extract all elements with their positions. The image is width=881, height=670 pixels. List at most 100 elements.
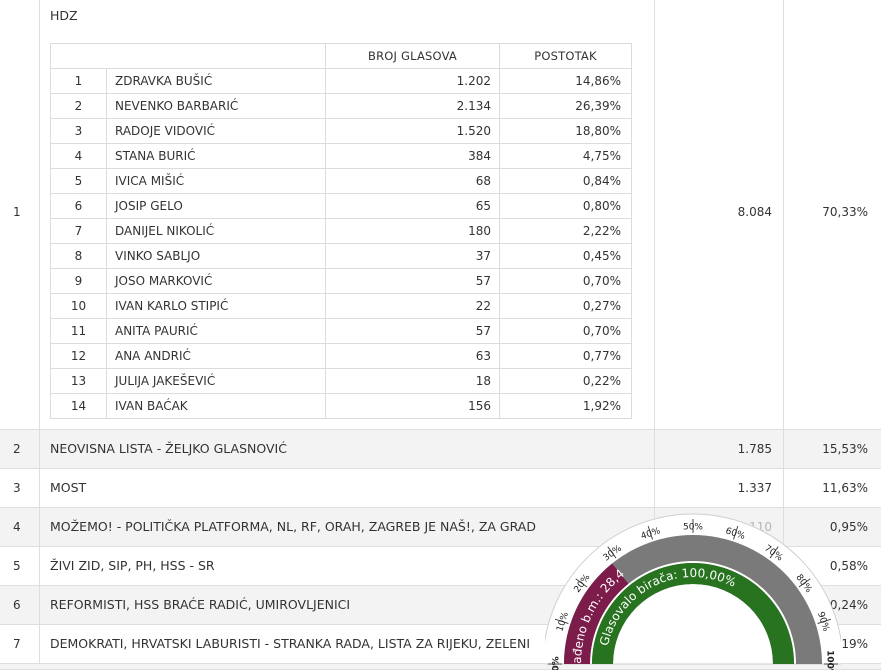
- candidate-row: 7 DANIJEL NIKOLIĆ 180 2,22%: [50, 218, 632, 244]
- candidates-body: 1 ZDRAVKA BUŠIĆ 1.202 14,86% 2 NEVENKO BARBAR…: [50, 68, 632, 419]
- gauge-tick: [798, 578, 811, 588]
- candidate-row: 10 IVAN KARLO STIPIĆ 22 0,27%: [50, 293, 632, 319]
- candidate-number: 12: [50, 343, 107, 369]
- candidate-votes: 68: [325, 168, 500, 194]
- candidate-name: JOSO MARKOVIĆ: [106, 268, 326, 294]
- candidate-row: 6 JOSIP GELO 65 0,80%: [50, 193, 632, 219]
- candidate-votes: 57: [325, 268, 500, 294]
- candidate-row: 12 ANA ANDRIĆ 63 0,77%: [50, 343, 632, 369]
- header-percentage: POSTOTAK: [499, 43, 632, 69]
- candidate-percentage: 26,39%: [499, 93, 632, 119]
- party-votes: 8.084: [737, 205, 772, 219]
- candidate-number: 2: [50, 93, 107, 119]
- party-percentage: 11,63%: [822, 481, 868, 495]
- candidate-percentage: 1,92%: [499, 393, 632, 419]
- candidate-number: 10: [50, 293, 107, 319]
- candidate-percentage: 4,75%: [499, 143, 632, 169]
- candidate-row: 4 STANA BURIĆ 384 4,75%: [50, 143, 632, 169]
- candidate-row: 2 NEVENKO BARBARIĆ 2.134 26,39%: [50, 93, 632, 119]
- gauge-tick: [554, 618, 569, 624]
- candidate-name: ANA ANDRIĆ: [106, 343, 326, 369]
- candidate-percentage: 0,45%: [499, 243, 632, 269]
- candidate-number: 8: [50, 243, 107, 269]
- party-votes: 1.337: [737, 481, 772, 495]
- party-name: NEOVISNA LISTA - ŽELJKO GLASNOVIĆ: [50, 441, 287, 456]
- party-row-3: 3 MOST 1.337 11,63%: [0, 469, 881, 508]
- party-percentage: 0,58%: [829, 559, 868, 573]
- party-name: MOŽEMO! - POLITIČKA PLATFORMA, NL, RF, O…: [50, 519, 536, 534]
- candidate-votes: 22: [325, 293, 500, 319]
- candidate-name: VINKO SABLJO: [106, 243, 326, 269]
- candidate-percentage: 0,80%: [499, 193, 632, 219]
- candidate-row: 5 IVICA MIŠIĆ 68 0,84%: [50, 168, 632, 194]
- candidate-percentage: 0,70%: [499, 268, 632, 294]
- candidate-percentage: 0,77%: [499, 343, 632, 369]
- candidate-number: 11: [50, 318, 107, 344]
- candidate-row: 8 VINKO SABLJO 37 0,45%: [50, 243, 632, 269]
- candidate-number: 1: [50, 68, 107, 94]
- party-number: 2: [13, 442, 21, 456]
- gauge-tick: [733, 525, 739, 540]
- gauge-tick: [817, 618, 832, 624]
- party-name: HDZ: [50, 8, 78, 23]
- candidate-percentage: 2,22%: [499, 218, 632, 244]
- gauge-tick: [575, 578, 588, 588]
- candidate-row: 3 RADOJE VIDOVIĆ 1.520 18,80%: [50, 118, 632, 144]
- candidate-number: 4: [50, 143, 107, 169]
- party-number: 6: [13, 598, 21, 612]
- turnout-gauge: 0%10%20%30%40%50%60%70%80%90%100% Obrađe…: [545, 501, 841, 670]
- candidate-name: RADOJE VIDOVIĆ: [106, 118, 326, 144]
- candidate-row: 14 IVAN BAĆAK 156 1,92%: [50, 393, 632, 419]
- party-number: 1: [13, 205, 21, 219]
- candidate-votes: 57: [325, 318, 500, 344]
- candidate-number: 14: [50, 393, 107, 419]
- candidate-votes: 63: [325, 343, 500, 369]
- candidate-percentage: 0,22%: [499, 368, 632, 394]
- candidate-votes: 180: [325, 218, 500, 244]
- candidate-votes: 1.202: [325, 68, 500, 94]
- party-number: 4: [13, 520, 21, 534]
- candidate-number: 9: [50, 268, 107, 294]
- candidate-votes: 2.134: [325, 93, 500, 119]
- candidate-percentage: 14,86%: [499, 68, 632, 94]
- candidate-row: 9 JOSO MARKOVIĆ 57 0,70%: [50, 268, 632, 294]
- candidate-percentage: 0,84%: [499, 168, 632, 194]
- candidates-header-row: BROJ GLASOVA POSTOTAK: [50, 43, 632, 69]
- candidate-votes: 37: [325, 243, 500, 269]
- header-blank: [50, 43, 326, 69]
- candidate-votes: 384: [325, 143, 500, 169]
- gauge-tick-label: 50%: [683, 523, 703, 533]
- candidate-number: 6: [50, 193, 107, 219]
- candidate-name: IVAN BAĆAK: [106, 393, 326, 419]
- header-votes: BROJ GLASOVA: [325, 43, 500, 69]
- candidate-row: 1 ZDRAVKA BUŠIĆ 1.202 14,86%: [50, 68, 632, 94]
- candidate-votes: 65: [325, 193, 500, 219]
- gauge-tick-label: 100%: [825, 650, 835, 670]
- candidate-name: IVAN KARLO STIPIĆ: [106, 293, 326, 319]
- gauge-turnout-fill: [592, 563, 794, 664]
- gauge-outer-track: [564, 535, 822, 664]
- candidate-number: 13: [50, 368, 107, 394]
- candidate-votes: 18: [325, 368, 500, 394]
- candidate-percentage: 0,70%: [499, 318, 632, 344]
- candidate-percentage: 0,27%: [499, 293, 632, 319]
- candidate-name: JULIJA JAKEŠEVIĆ: [106, 368, 326, 394]
- candidate-number: 5: [50, 168, 107, 194]
- candidate-votes: 1.520: [325, 118, 500, 144]
- party-percentage: 15,53%: [822, 442, 868, 456]
- party-percentage: 0,95%: [829, 520, 868, 534]
- candidate-name: DANIJEL NIKOLIĆ: [106, 218, 326, 244]
- party-votes: 1.785: [737, 442, 772, 456]
- candidate-votes: 156: [325, 393, 500, 419]
- candidate-row: 11 ANITA PAURIĆ 57 0,70%: [50, 318, 632, 344]
- gauge-tick: [769, 546, 779, 559]
- party-row-2: 2 NEOVISNA LISTA - ŽELJKO GLASNOVIĆ 1.78…: [0, 430, 881, 469]
- candidate-name: NEVENKO BARBARIĆ: [106, 93, 326, 119]
- candidate-name: JOSIP GELO: [106, 193, 326, 219]
- gauge-tick: [607, 546, 617, 559]
- candidates-table: BROJ GLASOVA POSTOTAK 1 ZDRAVKA BUŠIĆ 1.20…: [50, 43, 632, 419]
- candidate-name: STANA BURIĆ: [106, 143, 326, 169]
- gauge-processed-fill: [564, 563, 629, 664]
- party-percentage: 70,33%: [822, 205, 868, 219]
- party-percentage: 0,24%: [829, 598, 868, 612]
